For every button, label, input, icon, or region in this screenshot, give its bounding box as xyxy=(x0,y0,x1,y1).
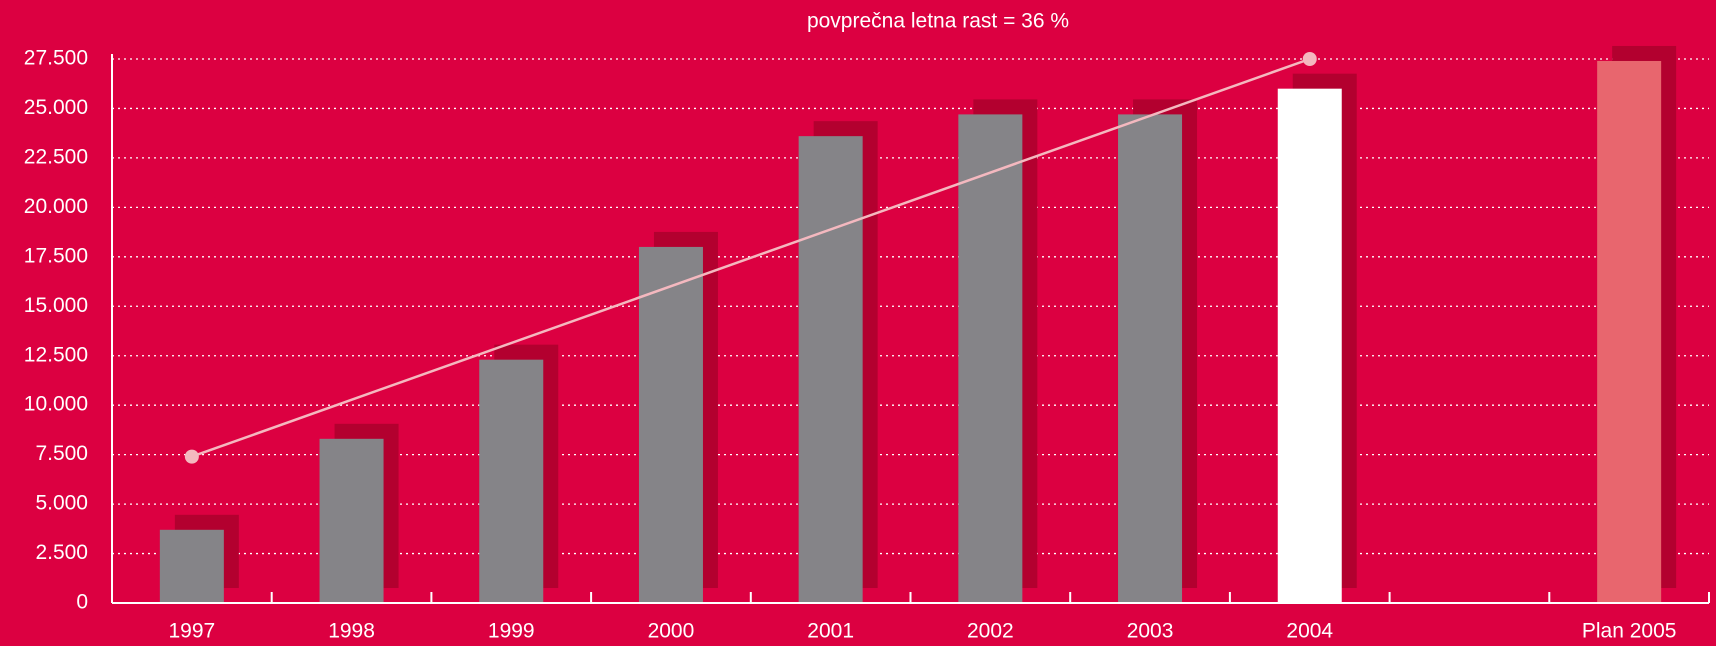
bar xyxy=(1277,88,1342,603)
x-tick-label: 2001 xyxy=(807,620,854,643)
bar xyxy=(159,529,224,603)
bar xyxy=(798,136,863,603)
x-tick-label: 2000 xyxy=(648,620,695,643)
trend-point xyxy=(1302,52,1317,66)
x-tick-label: 2003 xyxy=(1127,620,1174,643)
trend-line xyxy=(191,57,1311,458)
y-tick-label: 27.500 xyxy=(24,47,88,70)
y-tick-label: 7.500 xyxy=(35,442,88,465)
bar xyxy=(958,114,1023,603)
bar xyxy=(1118,114,1183,603)
bar xyxy=(479,359,544,603)
y-tick-label: 22.500 xyxy=(24,145,88,168)
y-tick-label: 0 xyxy=(76,591,88,614)
y-tick-label: 20.000 xyxy=(24,195,88,218)
y-tick-label: 25.000 xyxy=(24,96,88,119)
y-tick-label: 5.000 xyxy=(35,492,88,515)
x-tick-label: 1997 xyxy=(168,620,215,643)
bar xyxy=(1597,60,1662,604)
y-tick-label: 15.000 xyxy=(24,294,88,317)
x-tick-label: 1998 xyxy=(328,620,375,643)
bar xyxy=(638,246,703,603)
annotation: povprečna letna rast = 36 % xyxy=(807,10,1069,33)
x-tick-label: Plan 2005 xyxy=(1582,620,1677,643)
y-tick-label: 12.500 xyxy=(24,343,88,366)
x-tick-label: 1999 xyxy=(488,620,535,643)
y-tick-label: 10.000 xyxy=(24,393,88,416)
bar xyxy=(319,438,384,603)
y-tick-label: 17.500 xyxy=(24,244,88,267)
trend-point xyxy=(184,449,199,464)
y-tick-label: 2.500 xyxy=(35,541,88,564)
x-tick-label: 2002 xyxy=(967,620,1014,643)
x-tick-label: 2004 xyxy=(1286,620,1333,643)
